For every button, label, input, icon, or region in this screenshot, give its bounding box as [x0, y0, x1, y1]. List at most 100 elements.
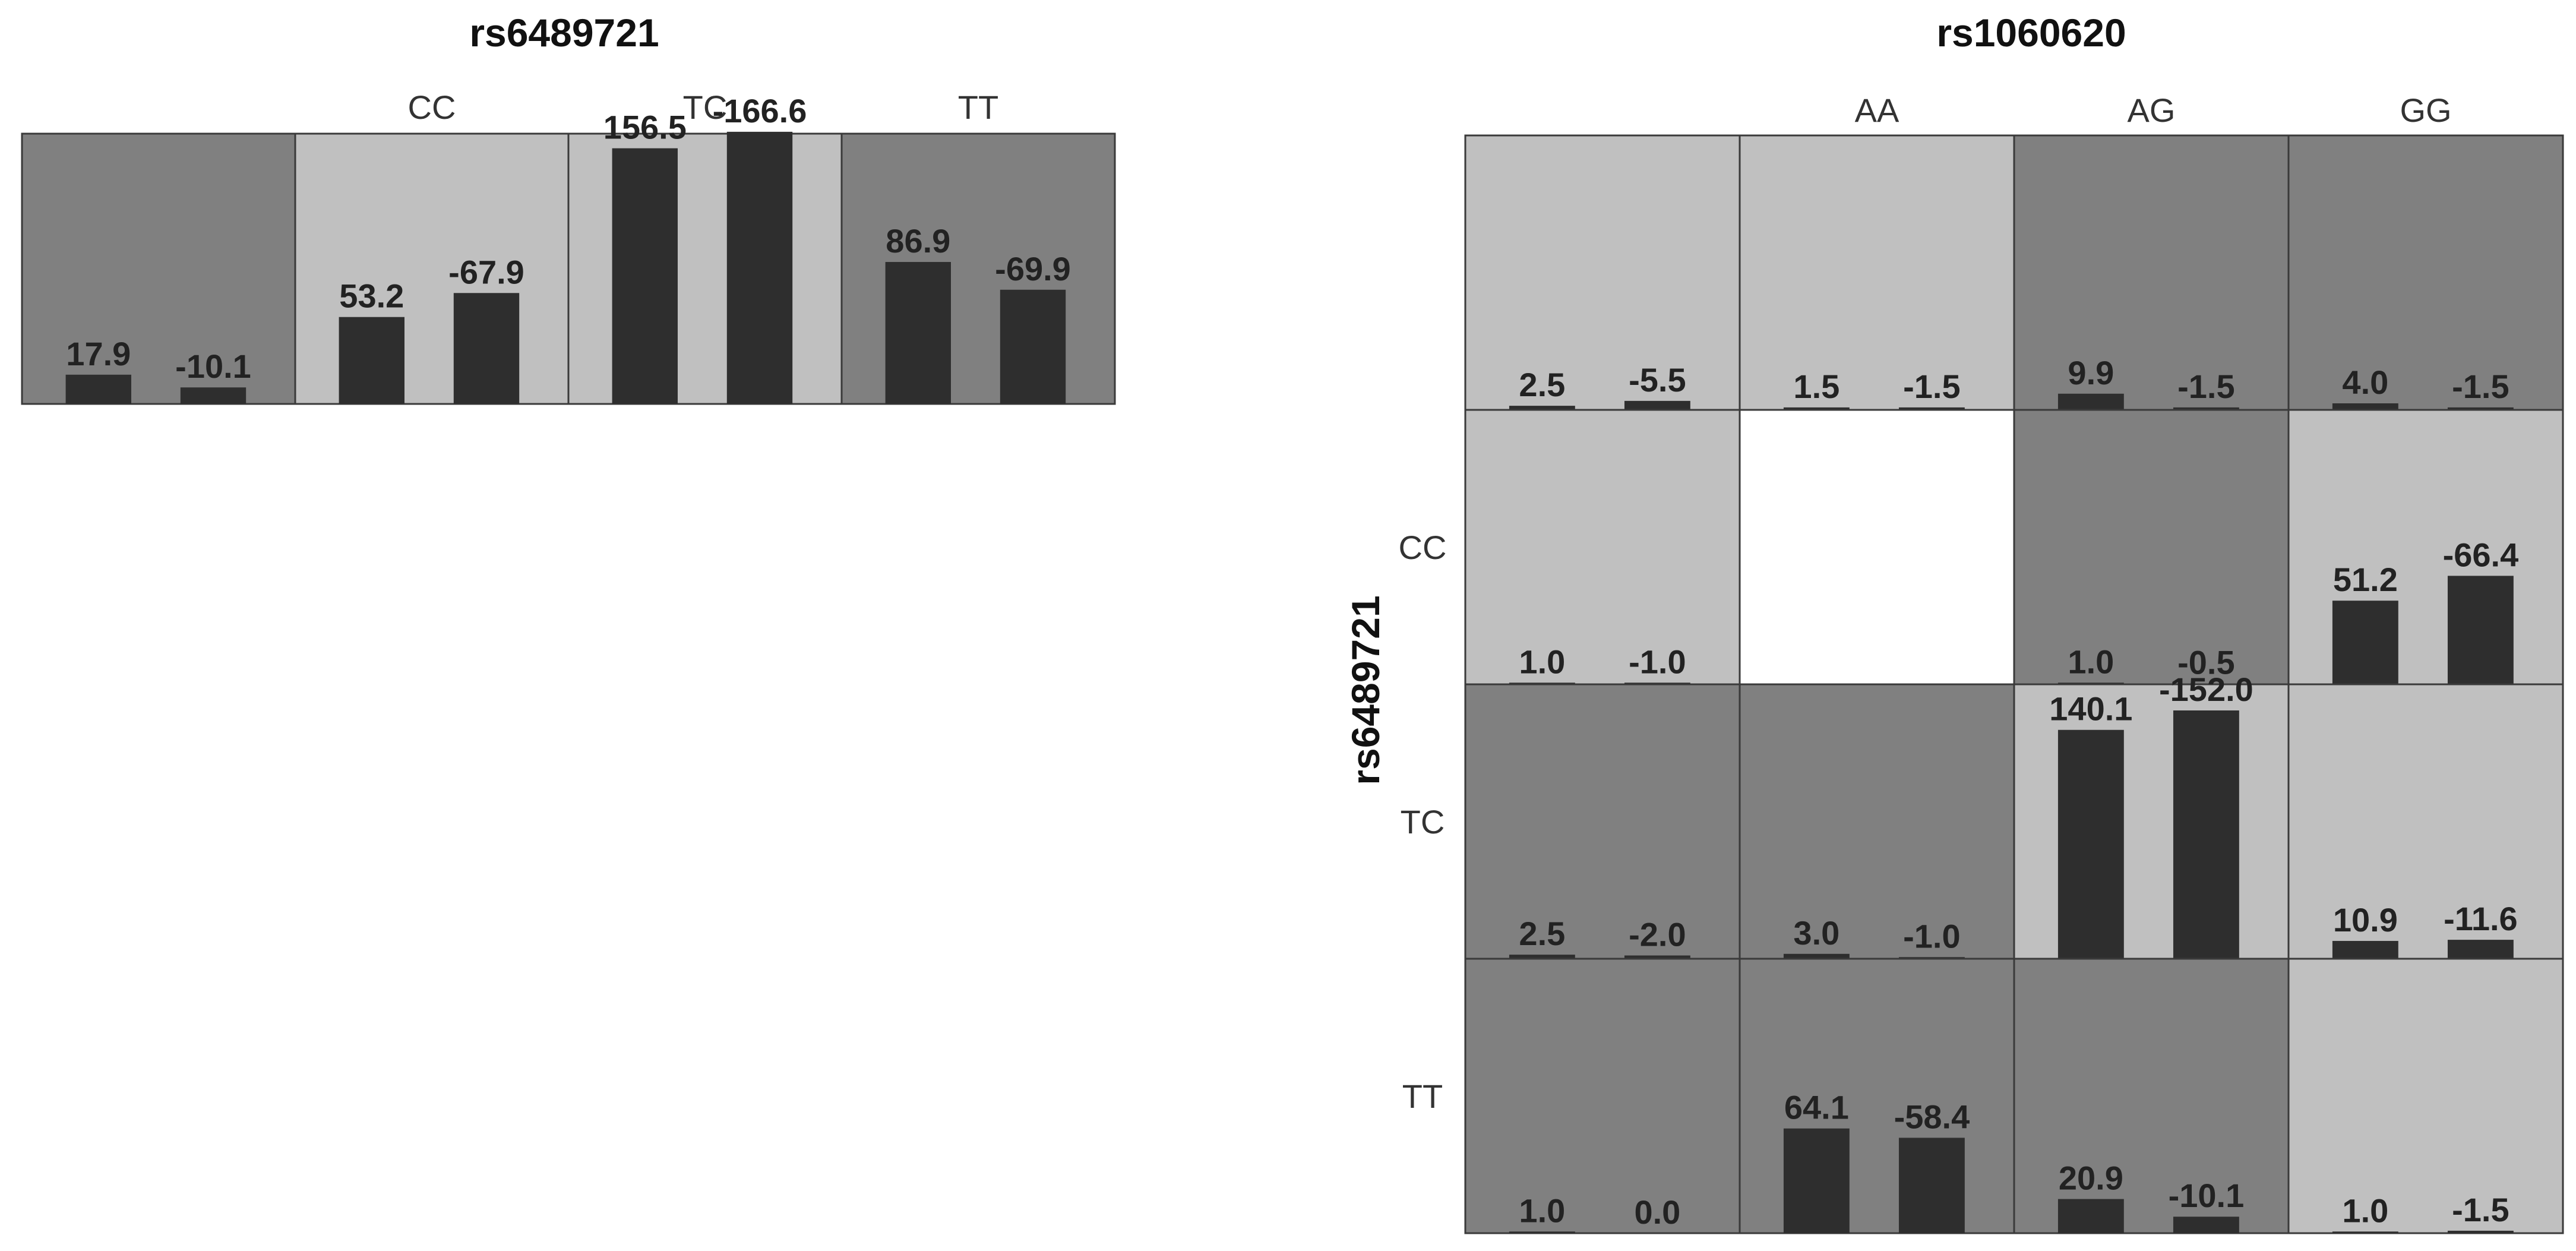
- value-label-c1-3-1: 156.5: [603, 109, 687, 146]
- value-label-c2-r3-c1-2: -2.0: [1629, 916, 1686, 953]
- value-label-c2-r3-c2-1: 3.0: [1793, 914, 1839, 952]
- cell-c1-4: [840, 132, 1116, 405]
- bar-c1-2-2: [453, 293, 520, 404]
- bar-c1-4-2: [1000, 289, 1066, 404]
- x-tick-label-3: AG: [2128, 91, 2176, 129]
- cell-c2-r2-c1: [1464, 409, 1741, 685]
- cell-c1-2: [294, 132, 570, 405]
- value-label-c2-r2-c1-1: 1.0: [1519, 643, 1565, 680]
- value-label-c2-r3-c3-2: -152.0: [2159, 671, 2253, 708]
- cell-c2-r3-c4: [2287, 683, 2564, 960]
- value-label-c2-r3-c4-1: 10.9: [2333, 901, 2398, 939]
- value-label-c2-r4-c2-1: 64.1: [1784, 1089, 1849, 1126]
- bar-c2-r2-c4-2: [2447, 576, 2514, 684]
- bar-c2-r1-c4-2: [2447, 407, 2514, 410]
- value-label-c2-r1-c2-2: -1.5: [1903, 368, 1961, 405]
- value-label-c1-1-1: 17.9: [66, 335, 131, 372]
- bar-c2-r4-c2-1: [1783, 1128, 1850, 1233]
- bar-c2-r3-c1-1: [1509, 955, 1575, 959]
- value-label-c2-r2-c4-1: 51.2: [2333, 561, 2398, 598]
- cell-c2-r2-c4: [2287, 409, 2564, 685]
- value-label-c2-r4-c4-1: 1.0: [2342, 1192, 2388, 1229]
- y-tick-label-3: TC: [1401, 803, 1445, 841]
- cell-c2-r4-c3: [2013, 958, 2290, 1234]
- value-label-c2-r4-c1-1: 1.0: [1519, 1192, 1565, 1229]
- bar-c2-r4-c4-1: [2332, 1231, 2398, 1233]
- bar-c1-3-2: [726, 131, 793, 404]
- value-label-c2-r2-c3-1: 1.0: [2068, 643, 2114, 680]
- value-label-c2-r4-c3-1: 20.9: [2059, 1160, 2123, 1197]
- bar-c2-r4-c3-1: [2057, 1199, 2124, 1233]
- bar-c2-r1-c2-2: [1898, 407, 1965, 410]
- cell-c2-r1-c4: [2287, 134, 2564, 411]
- bar-c2-r3-c4-2: [2447, 940, 2514, 959]
- cell-c1-3: [567, 132, 843, 405]
- y-tick-label-4: TT: [1402, 1078, 1443, 1115]
- bar-c2-r3-c1-2: [1624, 955, 1690, 959]
- bar-c2-r3-c4-1: [2332, 941, 2398, 959]
- value-label-c2-r1-c3-2: -1.5: [2177, 368, 2235, 405]
- x-tick-label-2: AA: [1855, 91, 1899, 129]
- bar-c2-r1-c1-2: [1624, 400, 1690, 410]
- bar-c1-2-1: [339, 317, 404, 404]
- x-tick-label-4: TT: [958, 89, 998, 126]
- cell-c2-r4-c1: [1464, 958, 1741, 1234]
- chart-title-rs1060620: rs1060620: [1936, 11, 2126, 55]
- value-label-c2-r1-c4-2: -1.5: [2452, 368, 2509, 405]
- value-label-c2-r1-c2-1: 1.5: [1793, 368, 1839, 405]
- bar-c2-r4-c4-2: [2447, 1230, 2514, 1233]
- cell-c2-r2-c2: [1739, 409, 2015, 685]
- value-label-c2-r4-c1-2: 0.0: [1634, 1193, 1680, 1231]
- cell-c2-r3-c1: [1464, 683, 1741, 960]
- y-tick-label-2: CC: [1399, 529, 1447, 566]
- value-label-c2-r2-c3-2: -0.5: [2177, 644, 2235, 681]
- value-label-c2-r2-c1-2: -1.0: [1629, 643, 1686, 680]
- bar-c2-r1-c4-1: [2332, 403, 2398, 410]
- value-label-c1-4-1: 86.9: [886, 222, 950, 260]
- cell-c1-1: [21, 132, 296, 405]
- bar-c2-r4-c1-1: [1509, 1231, 1575, 1233]
- value-label-c2-r3-c1-1: 2.5: [1519, 915, 1565, 952]
- value-label-c2-r1-c1-2: -5.5: [1629, 361, 1686, 399]
- bar-c2-r3-c3-2: [2173, 710, 2239, 959]
- value-label-c2-r1-c4-1: 4.0: [2342, 364, 2388, 401]
- bar-c2-r1-c3-1: [2057, 393, 2124, 410]
- cell-c2-r1-c2: [1739, 134, 2015, 411]
- value-label-c2-r4-c3-2: -10.1: [2169, 1177, 2245, 1214]
- bar-c2-r2-c4-1: [2332, 601, 2398, 684]
- value-label-c2-r1-c3-1: 9.9: [2068, 354, 2114, 391]
- bar-c1-1-1: [65, 374, 131, 404]
- value-label-c2-r4-c2-2: -58.4: [1894, 1098, 1970, 1135]
- cell-c2-r2-c3: [2013, 409, 2290, 685]
- bar-c2-r3-c3-1: [2057, 729, 2124, 959]
- value-label-c2-r3-c3-1: 140.1: [2049, 690, 2132, 728]
- x-tick-label-3: TC: [683, 89, 728, 126]
- value-label-c2-r2-c4-2: -66.4: [2443, 536, 2519, 573]
- value-label-c1-2-1: 53.2: [339, 277, 404, 315]
- bar-c2-r4-c3-2: [2173, 1217, 2239, 1233]
- y-axis-label: rs6489721: [1344, 595, 1387, 785]
- cell-c2-r3-c2: [1739, 683, 2015, 960]
- bar-c2-r3-c2-1: [1783, 953, 1850, 959]
- x-tick-label-4: GG: [2400, 91, 2451, 129]
- cell-c2-r1-c3: [2013, 134, 2290, 411]
- cell-c2-r4-c2: [1739, 958, 2015, 1234]
- bar-c2-r1-c3-2: [2173, 407, 2239, 410]
- bar-c2-r4-c2-2: [1898, 1138, 1965, 1233]
- x-tick-label-2: CC: [408, 89, 456, 126]
- two-marker-chart: AA AG GG CC TC TT 2.5 -5.5 1.5 -1.5 9.9 -1.5 4.0 -1.5…: [1399, 91, 2564, 1234]
- value-label-c1-2-2: -67.9: [448, 253, 524, 290]
- cell-c2-r1-c1: [1464, 134, 1741, 411]
- value-label-c2-r1-c1-1: 2.5: [1519, 366, 1565, 403]
- cell-c2-r4-c4: [2287, 958, 2564, 1234]
- value-label-c1-3-2: -166.6: [713, 92, 807, 129]
- value-label-c2-r4-c4-2: -1.5: [2452, 1191, 2509, 1228]
- value-label-c2-r3-c4-2: -11.6: [2444, 900, 2518, 937]
- bar-c1-3-1: [612, 148, 678, 404]
- chart-title-rs6489721: rs6489721: [469, 11, 659, 55]
- value-label-c1-1-2: -10.1: [175, 348, 251, 385]
- bar-c1-1-2: [180, 387, 246, 404]
- bar-c1-4-1: [885, 262, 951, 404]
